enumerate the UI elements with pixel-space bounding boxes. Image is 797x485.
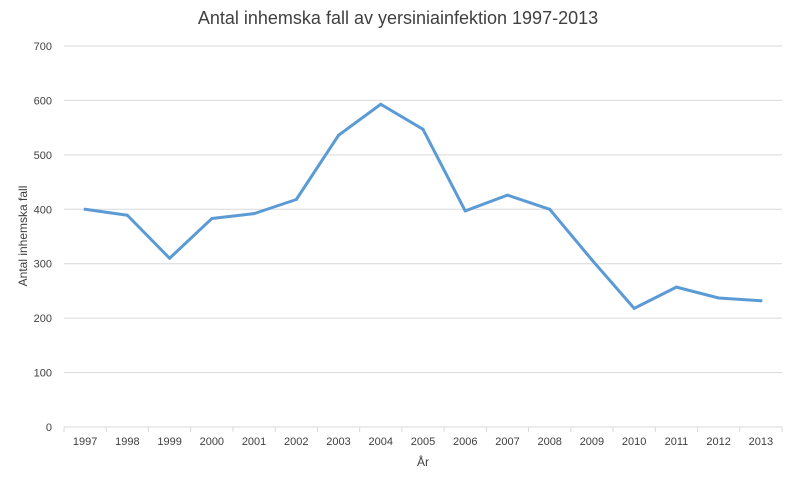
data-point (421, 127, 425, 131)
x-tick-label: 1997 (73, 436, 97, 448)
x-tick-label: 2004 (369, 436, 393, 448)
data-point (125, 213, 129, 217)
y-tick-label: 400 (34, 204, 52, 216)
data-point (379, 102, 383, 106)
x-tick-label: 2005 (411, 436, 435, 448)
x-axis-title: År (417, 454, 429, 469)
gridlines (63, 45, 783, 432)
data-point (168, 256, 172, 260)
data-point (83, 207, 87, 211)
y-axis-title: Antal inhemska fall (16, 186, 30, 287)
x-tick-label: 1999 (157, 436, 181, 448)
data-point (505, 193, 509, 197)
x-tick-label: 2003 (326, 436, 350, 448)
y-tick-label: 300 (34, 259, 52, 271)
data-point (463, 209, 467, 213)
y-tick-label: 100 (34, 368, 52, 380)
x-tick-label: 2007 (495, 436, 519, 448)
series-line (83, 102, 763, 310)
x-axis-ticks: 1997 1998 1999 2000 2001 2002 2003 2004 2005 2006… (73, 436, 773, 448)
x-tick-label: 2002 (284, 436, 308, 448)
x-tick-label: 2012 (706, 436, 730, 448)
chart-title: Antal inhemska fall av yersiniainfektion… (198, 8, 598, 28)
data-point (674, 285, 678, 289)
x-tick-label: 2013 (749, 436, 773, 448)
data-point (590, 258, 594, 262)
x-tick-label: 2010 (622, 436, 646, 448)
y-tick-label: 700 (34, 41, 52, 53)
data-point (632, 306, 636, 310)
y-tick-label: 600 (34, 95, 52, 107)
data-point (210, 217, 214, 221)
x-tick-label: 2000 (200, 436, 224, 448)
y-tick-label: 500 (34, 150, 52, 162)
data-point (337, 133, 341, 137)
y-tick-label: 200 (34, 313, 52, 325)
series-layer (83, 102, 763, 310)
x-tick-label: 2001 (242, 436, 266, 448)
y-axis-ticks: 0 100 200 300 400 500 600 700 (34, 41, 52, 434)
x-tick-label: 2006 (453, 436, 477, 448)
data-point (252, 212, 256, 216)
y-tick-label: 0 (46, 422, 52, 434)
data-point (294, 197, 298, 201)
data-point (717, 296, 721, 300)
data-point (759, 299, 763, 303)
x-tick-label: 2008 (537, 436, 561, 448)
x-tick-label: 1998 (115, 436, 139, 448)
x-tick-label: 2009 (580, 436, 604, 448)
data-point (548, 207, 552, 211)
x-tick-label: 2011 (665, 436, 689, 448)
